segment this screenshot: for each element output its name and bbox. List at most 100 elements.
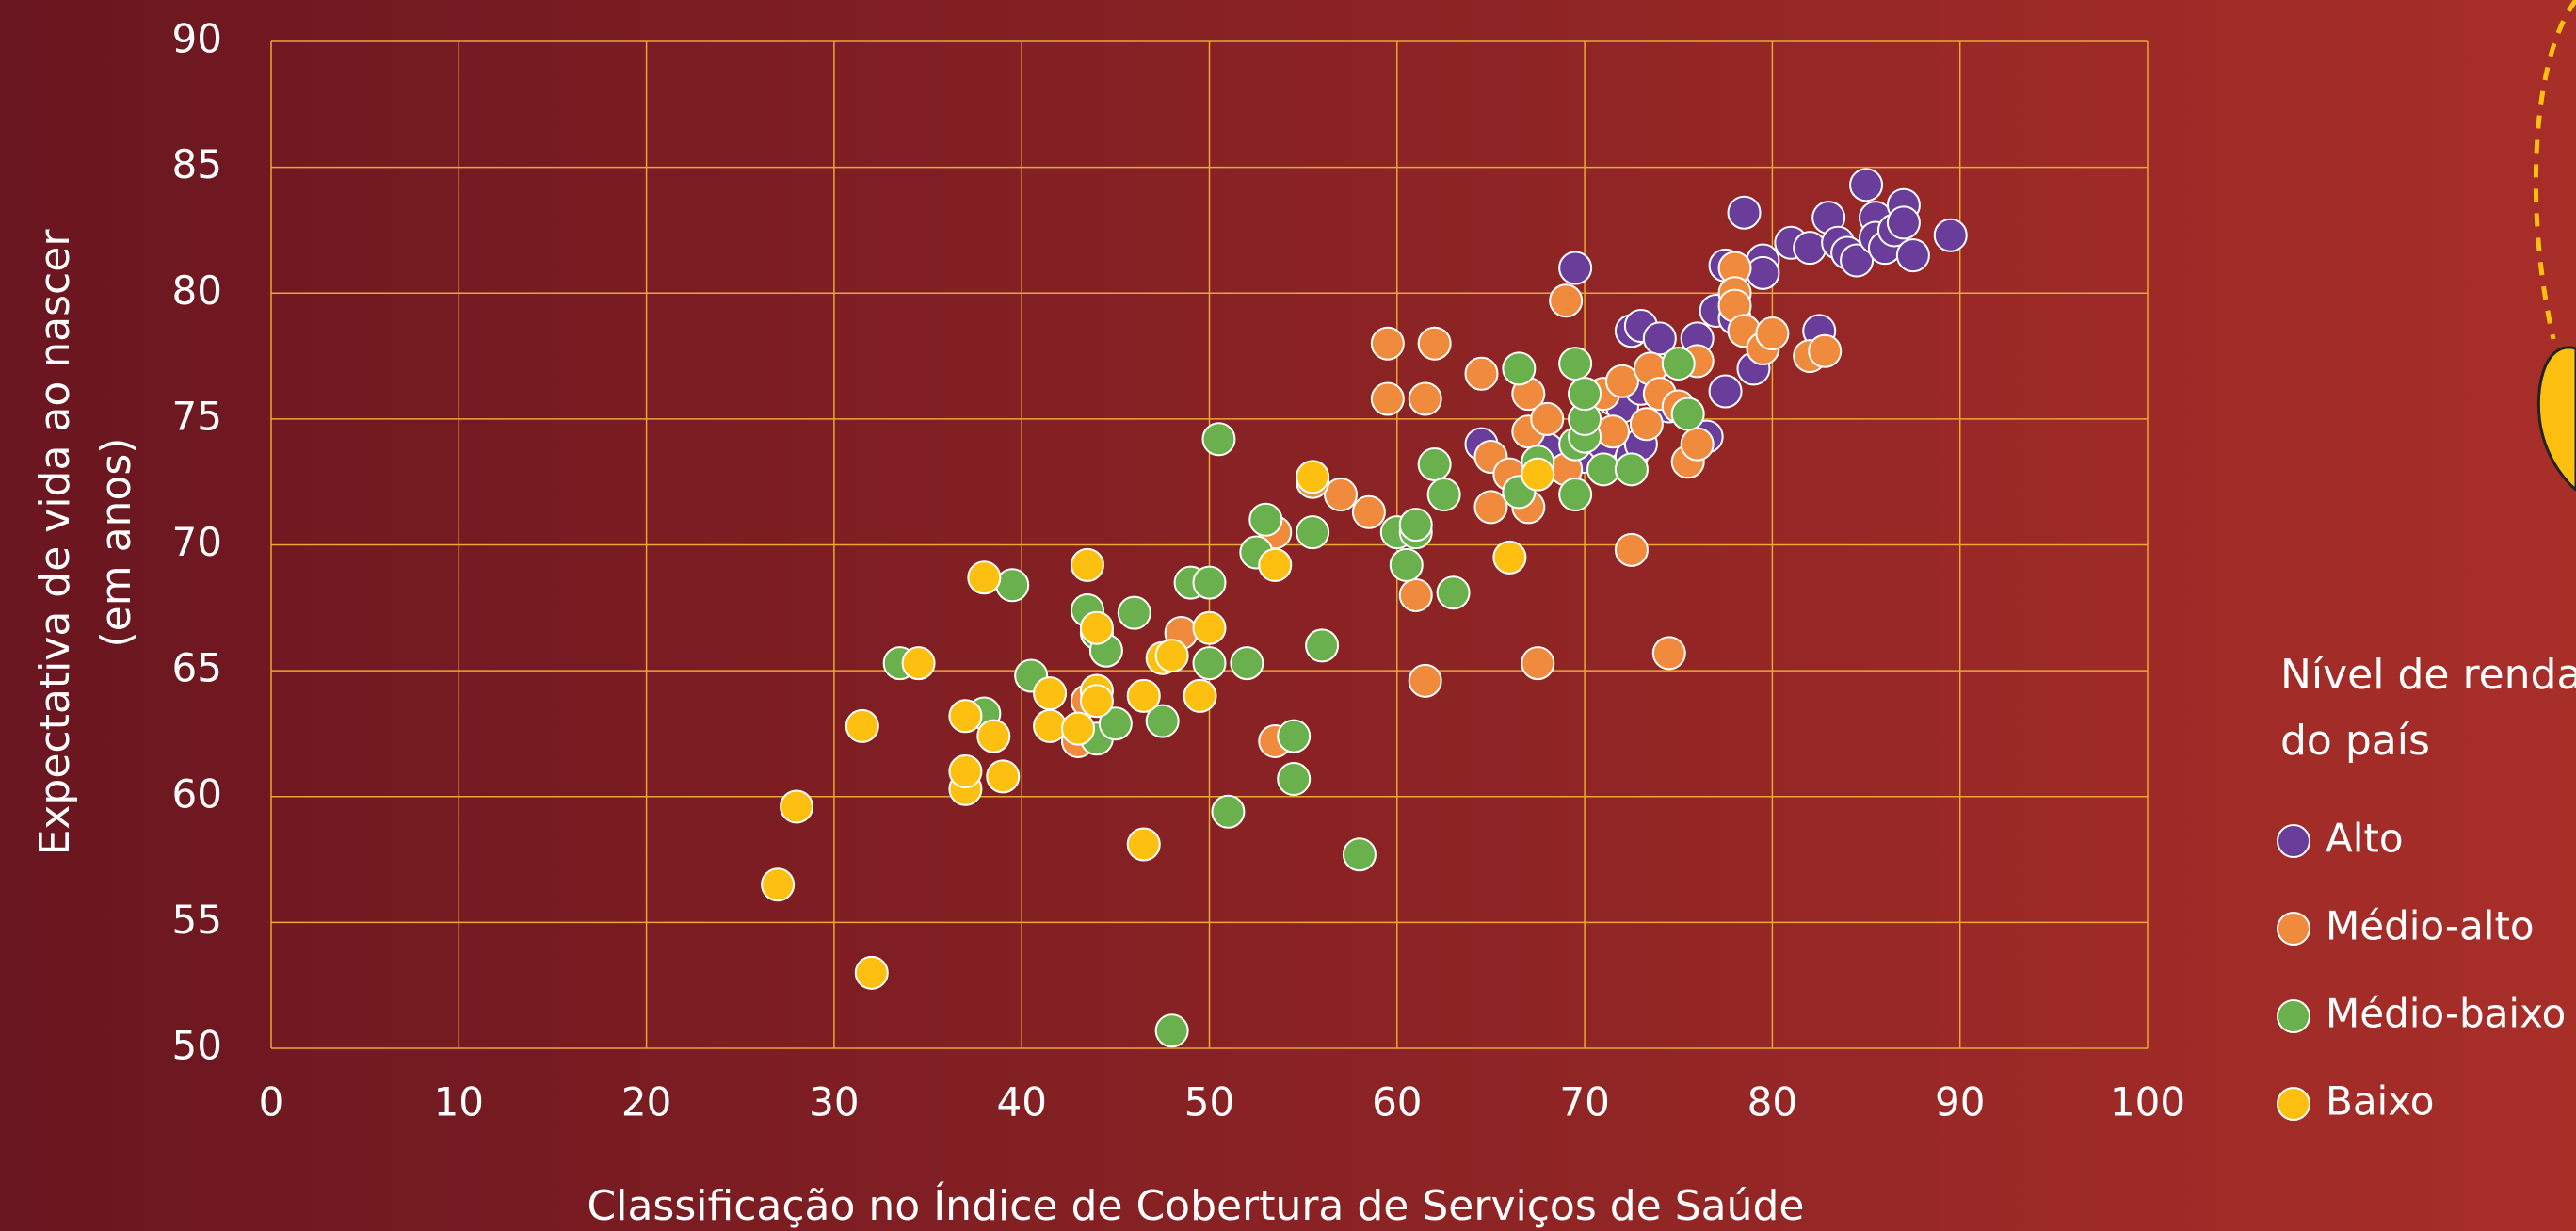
point: [1202, 423, 1234, 455]
y-tick-label: 50: [172, 1023, 222, 1069]
point: [1710, 375, 1742, 407]
point: [1682, 429, 1714, 461]
point: [1616, 534, 1648, 566]
point: [1062, 713, 1094, 745]
y-axis-label: Expectativa de vida ao nascer: [31, 229, 79, 856]
point: [846, 710, 878, 742]
point: [1194, 612, 1226, 644]
point: [1794, 232, 1826, 264]
point: [1184, 680, 1216, 712]
x-tick-label: 20: [621, 1079, 671, 1126]
point: [1438, 576, 1470, 608]
legend-label: Médio-alto: [2326, 903, 2535, 949]
point: [1194, 647, 1226, 679]
point: [1034, 677, 1066, 709]
chart: 5055606570758085900102030405060708090100…: [0, 0, 2576, 1231]
point: [1409, 665, 1441, 697]
point: [1809, 335, 1841, 367]
x-tick-label: 50: [1184, 1079, 1234, 1126]
point: [1034, 710, 1066, 742]
y-tick-label: 65: [172, 645, 222, 691]
point: [1296, 516, 1328, 548]
point: [1550, 284, 1582, 316]
point: [781, 790, 813, 822]
point: [1419, 448, 1451, 480]
point: [1194, 567, 1226, 599]
y-axis-label: (em anos): [92, 438, 140, 648]
point: [1888, 206, 1920, 238]
point: [1353, 496, 1385, 528]
y-tick-label: 55: [172, 897, 222, 943]
point: [1474, 491, 1506, 523]
point: [1156, 1014, 1188, 1046]
x-axis-label: Classificação no Índice de Cobertura de …: [588, 1180, 1805, 1230]
point: [856, 957, 888, 989]
point: [1559, 478, 1591, 510]
point: [1344, 838, 1376, 870]
legend-marker: [2278, 913, 2310, 945]
point: [949, 700, 981, 732]
point: [1850, 169, 1882, 201]
point: [1747, 257, 1779, 289]
point: [1503, 352, 1535, 384]
y-tick-label: 80: [172, 267, 222, 314]
point: [1521, 459, 1554, 491]
legend-marker: [2278, 1088, 2310, 1120]
point: [1409, 382, 1441, 414]
point: [903, 647, 935, 679]
point: [1531, 403, 1563, 435]
point: [996, 569, 1028, 601]
background: [0, 0, 2576, 1231]
point: [1306, 629, 1338, 661]
legend-label: Alto: [2326, 816, 2404, 862]
x-tick-label: 30: [809, 1079, 859, 1126]
legend-marker: [2278, 825, 2310, 857]
y-tick-label: 70: [172, 519, 222, 565]
point: [1569, 378, 1601, 410]
point: [1231, 647, 1263, 679]
point: [1631, 408, 1663, 440]
point: [968, 561, 1000, 593]
point: [1325, 478, 1357, 510]
point: [987, 760, 1019, 792]
y-tick-label: 90: [172, 16, 222, 62]
point: [1756, 317, 1788, 349]
point: [1465, 358, 1497, 390]
point: [1616, 453, 1648, 485]
point: [1597, 415, 1629, 447]
point: [1897, 239, 1929, 271]
x-tick-label: 10: [434, 1079, 484, 1126]
page: 5055606570758085900102030405060708090100…: [0, 0, 2576, 1231]
point: [1128, 680, 1160, 712]
point: [1391, 549, 1423, 581]
point: [1672, 398, 1704, 430]
point: [762, 868, 794, 900]
point: [1663, 348, 1695, 380]
legend-title: do país: [2280, 717, 2430, 765]
x-tick-label: 40: [996, 1079, 1046, 1126]
point: [1419, 328, 1451, 360]
point: [1212, 796, 1244, 828]
point: [1400, 509, 1432, 541]
point: [1653, 637, 1685, 669]
point: [1071, 549, 1103, 581]
x-tick-label: 0: [259, 1079, 284, 1126]
x-tick-label: 70: [1559, 1079, 1609, 1126]
point: [1935, 219, 1967, 251]
x-tick-label: 100: [2110, 1079, 2185, 1126]
x-tick-label: 90: [1935, 1079, 1985, 1126]
point: [1249, 504, 1281, 536]
x-tick-label: 80: [1747, 1079, 1797, 1126]
y-tick-label: 85: [172, 141, 222, 187]
legend-marker: [2278, 1000, 2310, 1032]
legend-title: Nível de renda: [2280, 651, 2576, 699]
point: [1372, 328, 1404, 360]
point: [1081, 685, 1113, 717]
y-tick-label: 60: [172, 770, 222, 817]
x-tick-label: 60: [1372, 1079, 1422, 1126]
point: [977, 721, 1009, 753]
point: [1521, 647, 1554, 679]
point: [1081, 612, 1113, 644]
point: [1128, 829, 1160, 861]
point: [1400, 579, 1432, 611]
